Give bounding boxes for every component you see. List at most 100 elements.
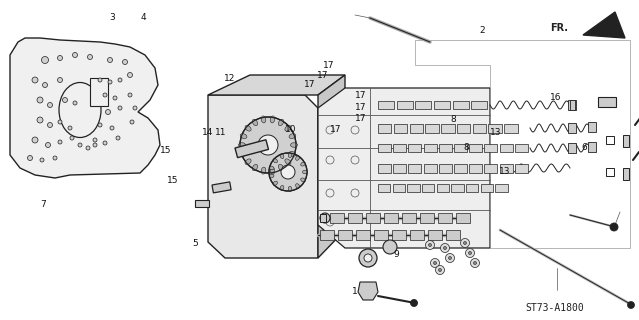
Bar xyxy=(428,230,442,240)
Bar xyxy=(378,101,394,109)
Ellipse shape xyxy=(252,119,258,126)
Circle shape xyxy=(431,259,440,268)
Bar xyxy=(384,213,398,223)
Ellipse shape xyxy=(270,116,275,123)
Circle shape xyxy=(627,301,635,308)
Circle shape xyxy=(58,140,62,144)
Ellipse shape xyxy=(288,153,292,158)
Bar xyxy=(235,140,268,158)
Bar xyxy=(436,184,449,192)
Bar xyxy=(472,101,487,109)
Circle shape xyxy=(78,143,82,147)
Polygon shape xyxy=(208,75,345,95)
Circle shape xyxy=(27,156,33,161)
Circle shape xyxy=(128,73,132,77)
Circle shape xyxy=(433,261,436,265)
Bar xyxy=(408,144,421,152)
Circle shape xyxy=(110,126,114,130)
Circle shape xyxy=(53,156,57,160)
Text: 8: 8 xyxy=(464,143,469,152)
Circle shape xyxy=(473,261,477,265)
Bar xyxy=(212,182,231,193)
Bar xyxy=(330,213,344,223)
Bar xyxy=(456,213,470,223)
Text: 17: 17 xyxy=(304,80,316,89)
Bar xyxy=(422,184,435,192)
Bar xyxy=(378,144,391,152)
Circle shape xyxy=(63,98,68,102)
Text: 13: 13 xyxy=(499,167,511,176)
Ellipse shape xyxy=(280,186,284,190)
Circle shape xyxy=(440,244,449,252)
Ellipse shape xyxy=(273,159,277,163)
Bar xyxy=(90,78,108,106)
Ellipse shape xyxy=(240,151,247,156)
Bar xyxy=(408,164,421,172)
Circle shape xyxy=(461,238,470,247)
Circle shape xyxy=(436,266,445,275)
Circle shape xyxy=(281,165,295,179)
Ellipse shape xyxy=(301,178,305,182)
Ellipse shape xyxy=(238,143,245,147)
Bar xyxy=(568,123,576,133)
Bar xyxy=(515,144,528,152)
Bar xyxy=(397,101,413,109)
Bar xyxy=(439,144,452,152)
Circle shape xyxy=(130,120,134,124)
Ellipse shape xyxy=(245,159,251,164)
Circle shape xyxy=(93,143,97,147)
Bar xyxy=(606,168,614,176)
Polygon shape xyxy=(318,88,490,248)
Bar xyxy=(393,144,406,152)
Circle shape xyxy=(37,117,43,123)
Text: 15: 15 xyxy=(167,176,178,185)
Text: 17: 17 xyxy=(355,103,367,112)
Ellipse shape xyxy=(261,116,266,123)
Bar xyxy=(504,124,518,132)
Circle shape xyxy=(463,242,466,244)
Circle shape xyxy=(438,268,442,271)
Bar xyxy=(402,213,416,223)
Bar xyxy=(606,136,614,144)
Bar xyxy=(466,184,479,192)
Bar xyxy=(434,101,450,109)
Bar xyxy=(588,142,596,152)
Circle shape xyxy=(465,249,475,258)
Bar xyxy=(457,124,470,132)
Bar xyxy=(410,230,424,240)
Ellipse shape xyxy=(296,184,300,188)
Bar xyxy=(320,214,326,222)
Text: 12: 12 xyxy=(224,74,236,83)
Circle shape xyxy=(359,249,377,267)
Bar xyxy=(407,184,420,192)
Circle shape xyxy=(103,93,107,97)
Circle shape xyxy=(320,213,330,223)
Ellipse shape xyxy=(270,167,275,174)
Bar xyxy=(568,100,576,110)
Text: 7: 7 xyxy=(41,200,46,209)
Bar xyxy=(623,168,629,180)
Circle shape xyxy=(86,146,90,150)
Circle shape xyxy=(68,126,72,130)
Polygon shape xyxy=(318,75,345,258)
Text: 17: 17 xyxy=(355,92,367,100)
Text: 4: 4 xyxy=(141,13,146,22)
Bar xyxy=(426,124,439,132)
Ellipse shape xyxy=(296,156,300,160)
Ellipse shape xyxy=(289,134,296,139)
Bar xyxy=(415,101,431,109)
Circle shape xyxy=(128,93,132,97)
Circle shape xyxy=(103,141,107,145)
Circle shape xyxy=(58,77,63,83)
Bar xyxy=(488,124,502,132)
Text: 17: 17 xyxy=(330,125,341,134)
Bar xyxy=(424,164,436,172)
Circle shape xyxy=(116,136,120,140)
Circle shape xyxy=(73,101,77,105)
Circle shape xyxy=(426,241,435,250)
Text: ST73-A1800: ST73-A1800 xyxy=(526,303,585,313)
Bar xyxy=(568,143,576,153)
Bar xyxy=(374,230,388,240)
Circle shape xyxy=(133,106,137,110)
Text: 1: 1 xyxy=(352,287,357,296)
